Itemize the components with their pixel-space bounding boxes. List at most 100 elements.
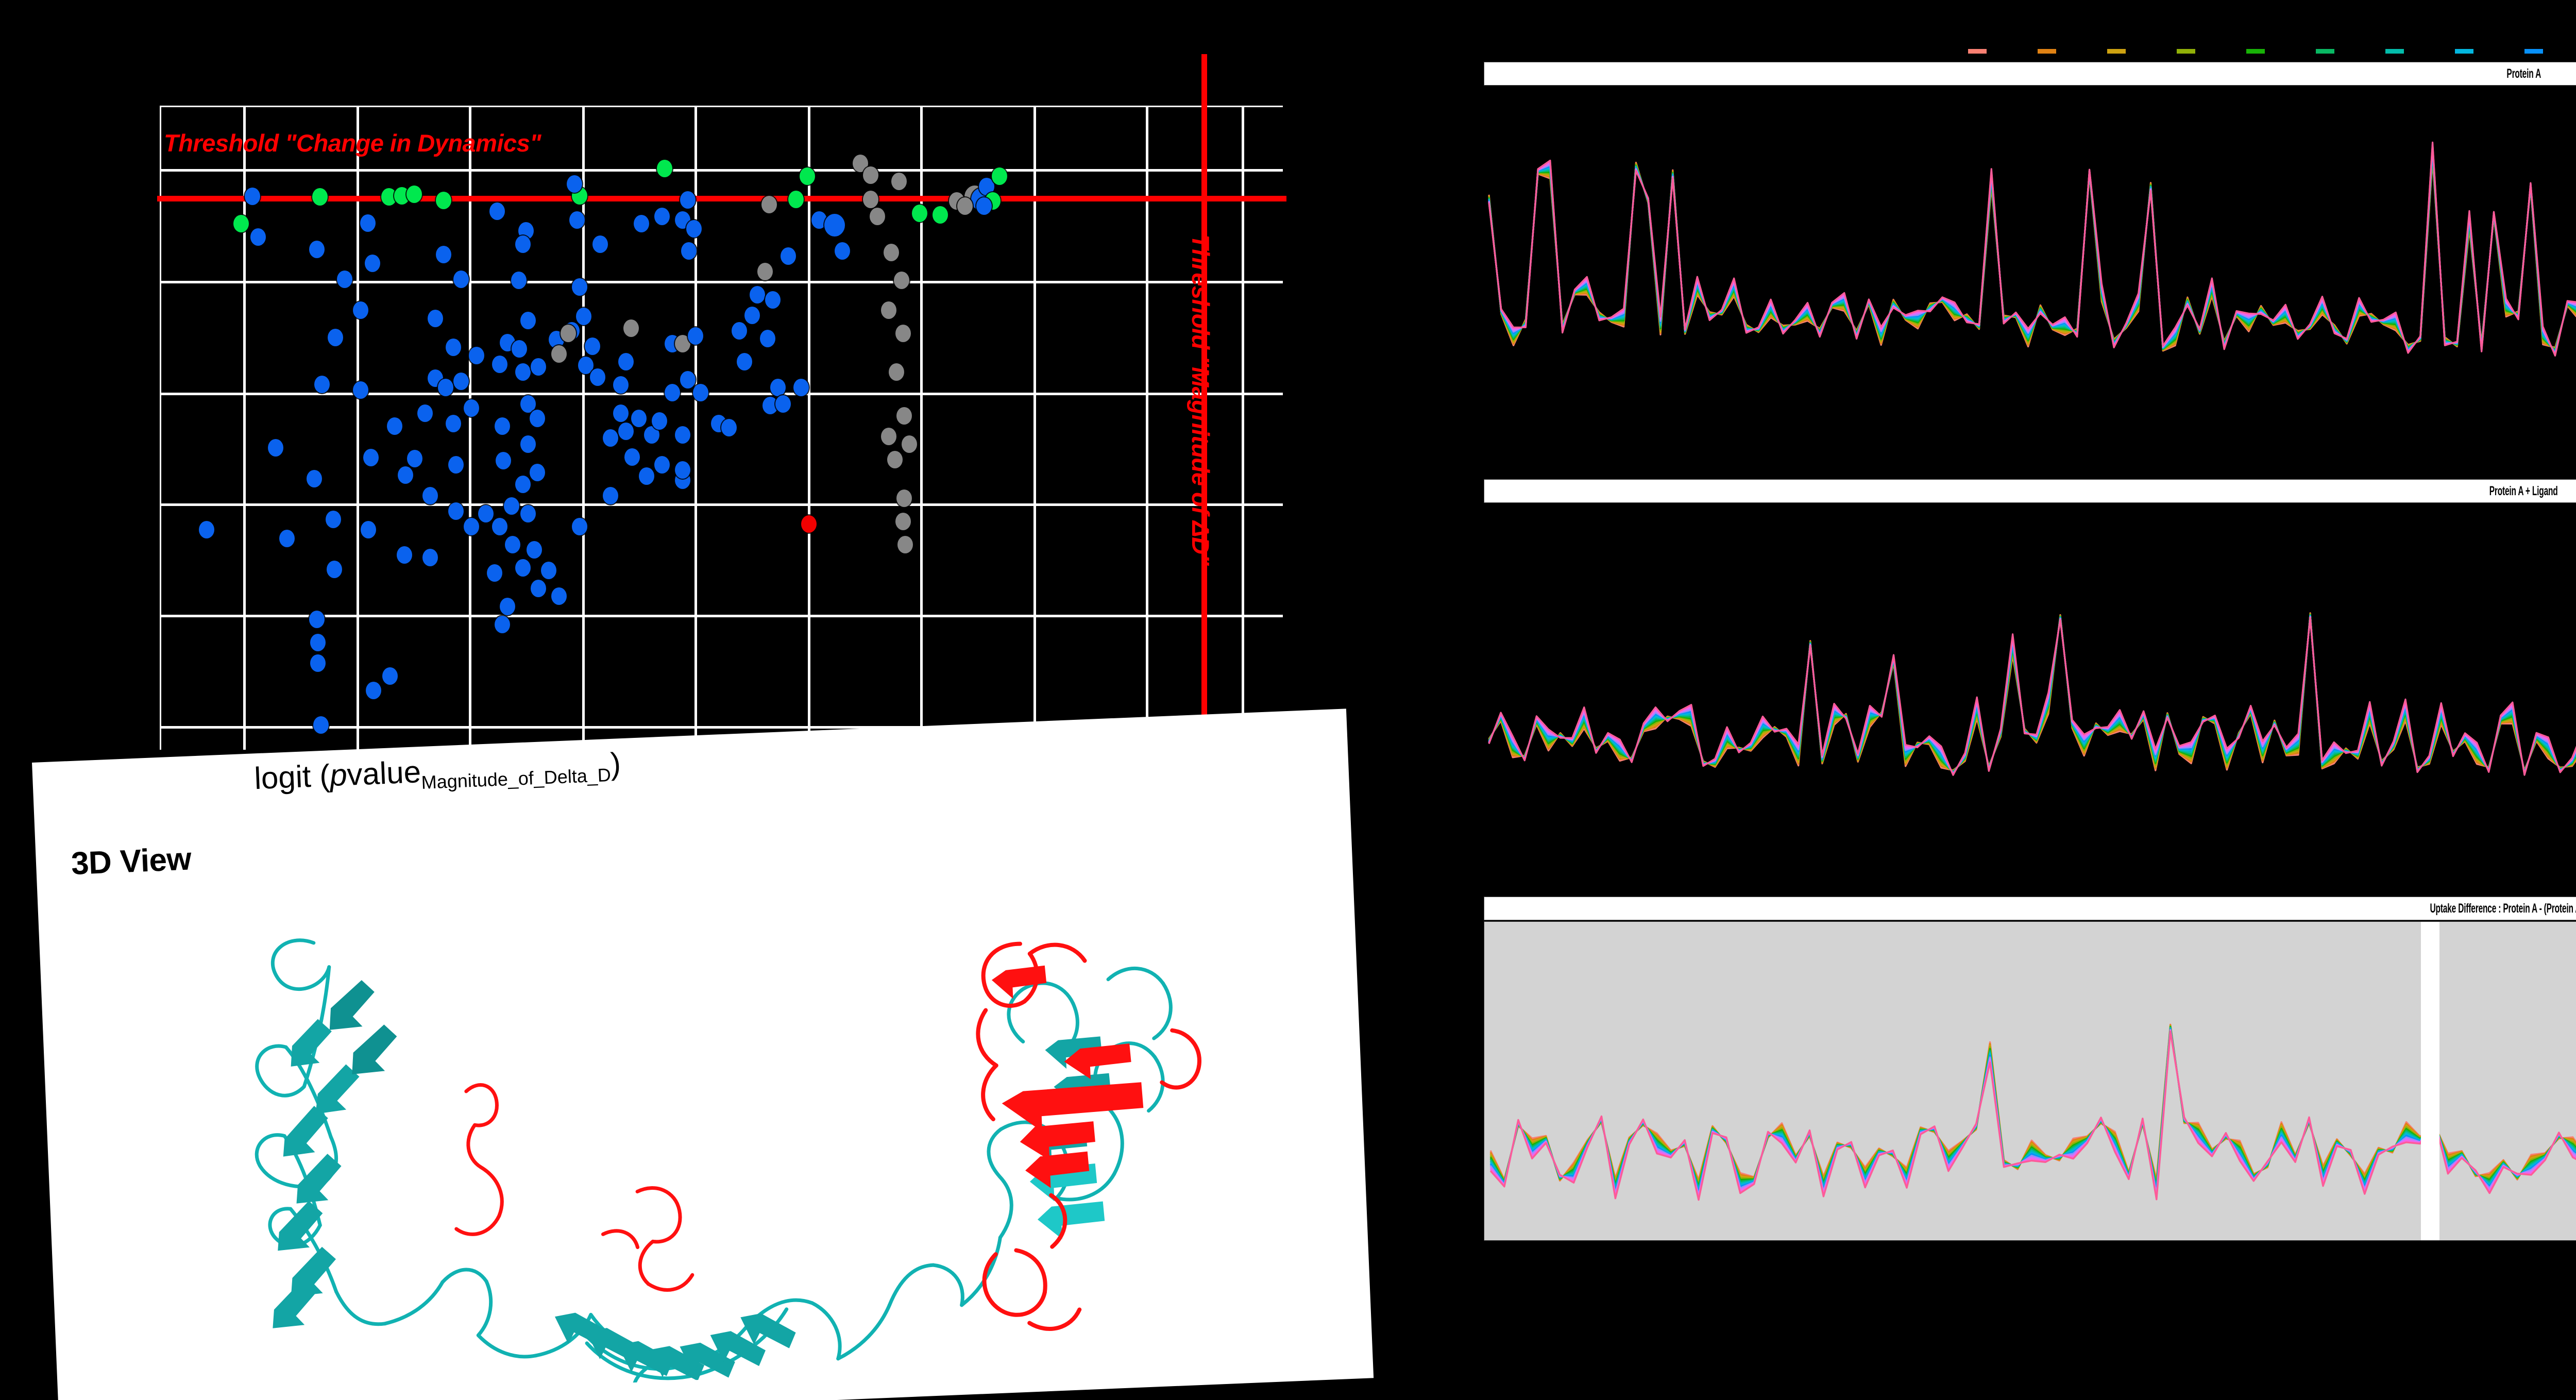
scatter-point[interactable] [417,404,433,422]
scatter-point[interactable] [592,235,608,253]
scatter-point[interactable] [326,511,341,528]
legend-swatch[interactable] [2177,49,2195,54]
scatter-point[interactable] [360,214,376,232]
scatter-point[interactable] [469,347,484,364]
scatter-point[interactable] [721,419,737,436]
scatter-point[interactable] [309,611,325,628]
scatter-point[interactable] [634,215,649,232]
scatter-point[interactable] [492,356,507,373]
uptake-trace[interactable] [1488,600,2576,787]
scatter-point[interactable] [422,549,438,566]
scatter-point[interactable] [652,412,667,430]
scatter-point[interactable] [387,417,402,435]
scatter-point[interactable] [250,228,266,246]
scatter-point[interactable] [680,371,696,389]
scatter-point[interactable] [933,206,948,224]
scatter-point[interactable] [531,580,546,597]
scatter-point[interactable] [312,188,328,206]
scatter-point[interactable] [896,407,912,425]
scatter-point[interactable] [572,518,587,535]
scatter-point[interactable] [567,175,582,193]
scatter-point[interactable] [863,166,878,184]
uptake-trace[interactable] [1488,155,2576,367]
scatter-point[interactable] [233,215,249,232]
scatter-point[interactable] [551,587,567,605]
uptake-trace[interactable] [1489,988,2576,1200]
scatter-point[interactable] [328,329,343,346]
scatter-point[interactable] [894,272,909,289]
uptake-trace[interactable] [1489,987,2576,1195]
uptake-trace[interactable] [1489,989,2576,1217]
scatter-point[interactable] [428,310,443,327]
scatter-point[interactable] [770,379,786,396]
scatter-point[interactable] [515,363,531,381]
scatter-point[interactable] [245,188,260,205]
scatter-point[interactable] [327,561,342,578]
scatter-point[interactable] [489,203,505,220]
scatter-point[interactable] [835,242,850,260]
scatter-point[interactable] [515,559,531,577]
scatter-point[interactable] [495,616,510,633]
scatter-point[interactable] [824,214,845,237]
scatter-point[interactable] [520,435,536,453]
scatter-point[interactable] [750,286,765,303]
scatter-point[interactable] [436,246,451,263]
legend-swatch[interactable] [1968,49,1987,54]
scatter-point[interactable] [446,339,461,356]
scatter-point[interactable] [889,363,904,381]
scatter-point[interactable] [992,167,1007,185]
volcano-plot-area[interactable]: Threshold "Change in Dynamics" Threshold… [157,54,1286,765]
scatter-point[interactable] [623,319,639,337]
uptake-trace[interactable] [1488,599,2576,796]
scatter-point[interactable] [515,235,531,253]
scatter-point[interactable] [665,384,680,401]
scatter-point[interactable] [761,196,777,213]
scatter-point[interactable] [897,536,913,553]
uptake-trace[interactable] [1489,989,2576,1211]
scatter-point[interactable] [453,271,469,288]
scatter-point[interactable] [515,476,531,493]
scatter-point[interactable] [976,197,992,215]
uptake-trace[interactable] [1489,988,2576,1205]
scatter-point[interactable] [863,191,878,208]
scatter-point[interactable] [618,423,634,440]
scatter-point[interactable] [760,330,775,347]
scatter-point[interactable] [397,546,412,564]
scatter-point[interactable] [912,205,927,222]
scatter-point[interactable] [520,312,536,329]
scatter-point[interactable] [398,466,413,484]
scatter-point[interactable] [531,358,546,376]
scatter-point[interactable] [657,160,672,177]
scatter-point[interactable] [654,456,670,474]
scatter-point[interactable] [870,208,885,225]
scatter-point[interactable] [654,208,670,225]
scatter-point[interactable] [464,518,479,535]
scatter-point[interactable] [407,450,422,467]
scatter-point[interactable] [366,682,381,699]
scatter-point[interactable] [561,325,576,342]
legend-swatch[interactable] [2385,49,2404,54]
uptake-trace[interactable] [1488,141,2576,358]
scatter-point[interactable] [505,536,520,553]
scatter-point[interactable] [887,451,903,468]
scatter-point[interactable] [365,255,380,272]
scatter-point[interactable] [744,307,760,324]
scatter-point[interactable] [448,502,464,520]
scatter-point[interactable] [793,379,809,396]
scatter-point[interactable] [279,530,295,547]
legend-swatch[interactable] [2107,49,2126,54]
scatter-point[interactable] [363,449,379,466]
scatter-point[interactable] [576,308,591,325]
scatter-point[interactable] [406,185,422,203]
scatter-point[interactable] [603,429,618,447]
scatter-point[interactable] [551,345,567,363]
scatter-point[interactable] [422,487,438,504]
uptake-chart-difference[interactable]: Uptake Difference : Protein A - (Protein… [1484,897,2576,1257]
scatter-point[interactable] [495,417,510,435]
scatter-point[interactable] [309,241,325,258]
scatter-point[interactable] [686,220,702,238]
scatter-point[interactable] [361,521,376,538]
scatter-point[interactable] [675,426,690,444]
scatter-point[interactable] [569,211,585,229]
chart-plot-area[interactable] [1484,87,2576,406]
